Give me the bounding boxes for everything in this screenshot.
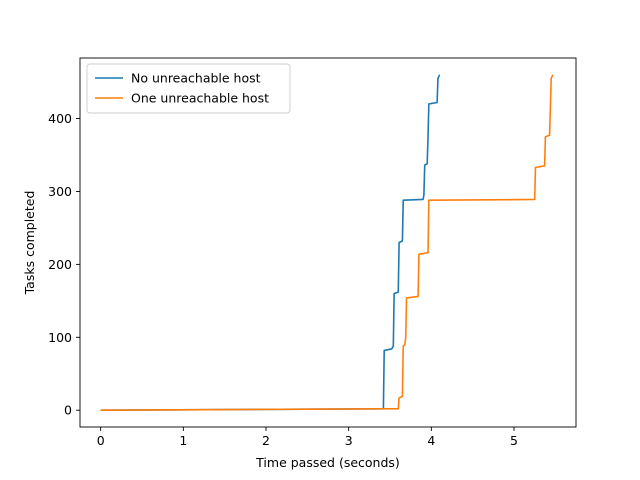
- y-tick-label: 300: [48, 184, 72, 199]
- x-axis-label: Time passed (seconds): [255, 455, 400, 470]
- x-tick-label: 1: [179, 433, 187, 448]
- x-tick-label: 3: [345, 433, 353, 448]
- x-tick-label: 0: [97, 433, 105, 448]
- series-line-2: [100, 74, 554, 412]
- x-tick-label: 2: [262, 433, 270, 448]
- plot-lines: [100, 74, 554, 412]
- x-tick-label: 5: [510, 433, 518, 448]
- axes-frame: [79, 57, 577, 428]
- y-tick-label: 200: [48, 257, 72, 272]
- x-tick-label: 4: [427, 433, 435, 448]
- y-tick-label: 100: [48, 330, 72, 345]
- legend: No unreachable host One unreachable host: [86, 63, 291, 114]
- x-axis-ticks: 0 1 2 3 4 5: [97, 427, 518, 448]
- y-axis-ticks: 0 100 200 300 400: [48, 111, 80, 418]
- y-axis-label: Tasks completed: [22, 191, 37, 296]
- legend-label-2: One unreachable host: [131, 91, 269, 106]
- legend-label-1: No unreachable host: [131, 71, 261, 86]
- y-tick-label: 0: [64, 403, 72, 418]
- legend-box: [86, 63, 291, 114]
- series-line-1: [100, 74, 441, 412]
- y-tick-label: 400: [48, 111, 72, 126]
